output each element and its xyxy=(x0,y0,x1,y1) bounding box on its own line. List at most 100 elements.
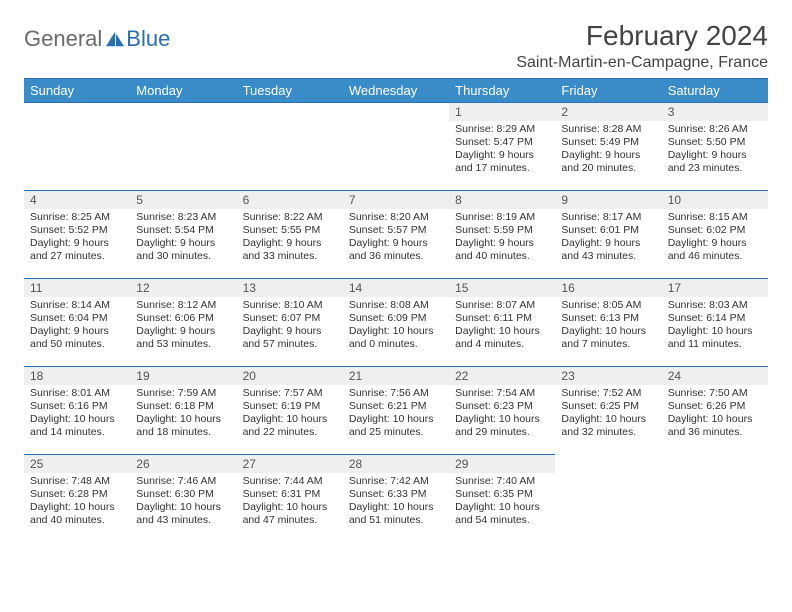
daylight-line: Daylight: 10 hours and 51 minutes. xyxy=(349,501,443,527)
day-header: Sunday xyxy=(24,79,130,103)
calendar-cell: 10Sunrise: 8:15 AMSunset: 6:02 PMDayligh… xyxy=(662,191,768,279)
title-block: February 2024 Saint-Martin-en-Campagne, … xyxy=(516,20,768,72)
sunset-line: Sunset: 6:07 PM xyxy=(243,312,337,325)
sunset-line: Sunset: 6:26 PM xyxy=(668,400,762,413)
daylight-line: Daylight: 9 hours and 33 minutes. xyxy=(243,237,337,263)
daylight-line: Daylight: 10 hours and 4 minutes. xyxy=(455,325,549,351)
day-details: Sunrise: 8:28 AMSunset: 5:49 PMDaylight:… xyxy=(555,121,661,180)
day-number: 20 xyxy=(237,367,343,385)
sunrise-line: Sunrise: 7:44 AM xyxy=(243,475,337,488)
sunrise-line: Sunrise: 8:01 AM xyxy=(30,387,124,400)
day-number: 6 xyxy=(237,191,343,209)
calendar-cell: 25Sunrise: 7:48 AMSunset: 6:28 PMDayligh… xyxy=(24,455,130,543)
day-number: 4 xyxy=(24,191,130,209)
sunrise-line: Sunrise: 8:17 AM xyxy=(561,211,655,224)
sunset-line: Sunset: 6:14 PM xyxy=(668,312,762,325)
daylight-line: Daylight: 9 hours and 53 minutes. xyxy=(136,325,230,351)
calendar-cell: 8Sunrise: 8:19 AMSunset: 5:59 PMDaylight… xyxy=(449,191,555,279)
calendar-cell: 3Sunrise: 8:26 AMSunset: 5:50 PMDaylight… xyxy=(662,103,768,191)
sunrise-line: Sunrise: 7:54 AM xyxy=(455,387,549,400)
day-details: Sunrise: 8:29 AMSunset: 5:47 PMDaylight:… xyxy=(449,121,555,180)
daylight-line: Daylight: 9 hours and 57 minutes. xyxy=(243,325,337,351)
daylight-line: Daylight: 9 hours and 50 minutes. xyxy=(30,325,124,351)
sunset-line: Sunset: 5:54 PM xyxy=(136,224,230,237)
day-number: 2 xyxy=(555,103,661,121)
sunrise-line: Sunrise: 8:20 AM xyxy=(349,211,443,224)
day-number: 29 xyxy=(449,455,555,473)
day-header: Friday xyxy=(555,79,661,103)
daylight-line: Daylight: 10 hours and 18 minutes. xyxy=(136,413,230,439)
sunrise-line: Sunrise: 8:08 AM xyxy=(349,299,443,312)
sunrise-line: Sunrise: 8:07 AM xyxy=(455,299,549,312)
calendar-cell: 9Sunrise: 8:17 AMSunset: 6:01 PMDaylight… xyxy=(555,191,661,279)
day-details: Sunrise: 8:19 AMSunset: 5:59 PMDaylight:… xyxy=(449,209,555,268)
calendar-week: 25Sunrise: 7:48 AMSunset: 6:28 PMDayligh… xyxy=(24,455,768,543)
daylight-line: Daylight: 10 hours and 54 minutes. xyxy=(455,501,549,527)
day-number: 26 xyxy=(130,455,236,473)
calendar-cell xyxy=(343,103,449,191)
page-title: February 2024 xyxy=(516,20,768,52)
sunset-line: Sunset: 5:55 PM xyxy=(243,224,337,237)
day-details: Sunrise: 8:14 AMSunset: 6:04 PMDaylight:… xyxy=(24,297,130,356)
daylight-line: Daylight: 9 hours and 43 minutes. xyxy=(561,237,655,263)
day-number: 22 xyxy=(449,367,555,385)
day-number: 13 xyxy=(237,279,343,297)
daylight-line: Daylight: 9 hours and 30 minutes. xyxy=(136,237,230,263)
sunrise-line: Sunrise: 7:57 AM xyxy=(243,387,337,400)
daylight-line: Daylight: 10 hours and 32 minutes. xyxy=(561,413,655,439)
sunrise-line: Sunrise: 7:59 AM xyxy=(136,387,230,400)
daylight-line: Daylight: 10 hours and 11 minutes. xyxy=(668,325,762,351)
day-number: 24 xyxy=(662,367,768,385)
calendar-cell: 17Sunrise: 8:03 AMSunset: 6:14 PMDayligh… xyxy=(662,279,768,367)
daylight-line: Daylight: 9 hours and 20 minutes. xyxy=(561,149,655,175)
calendar-week: 1Sunrise: 8:29 AMSunset: 5:47 PMDaylight… xyxy=(24,103,768,191)
day-details: Sunrise: 8:22 AMSunset: 5:55 PMDaylight:… xyxy=(237,209,343,268)
sunrise-line: Sunrise: 8:12 AM xyxy=(136,299,230,312)
day-header: Saturday xyxy=(662,79,768,103)
sunrise-line: Sunrise: 8:19 AM xyxy=(455,211,549,224)
calendar-cell: 4Sunrise: 8:25 AMSunset: 5:52 PMDaylight… xyxy=(24,191,130,279)
day-number: 19 xyxy=(130,367,236,385)
sunset-line: Sunset: 6:31 PM xyxy=(243,488,337,501)
sunrise-line: Sunrise: 7:48 AM xyxy=(30,475,124,488)
day-number: 28 xyxy=(343,455,449,473)
sunrise-line: Sunrise: 8:25 AM xyxy=(30,211,124,224)
day-details: Sunrise: 8:05 AMSunset: 6:13 PMDaylight:… xyxy=(555,297,661,356)
calendar-cell xyxy=(555,455,661,543)
calendar-body: 1Sunrise: 8:29 AMSunset: 5:47 PMDaylight… xyxy=(24,103,768,543)
sunrise-line: Sunrise: 8:29 AM xyxy=(455,123,549,136)
calendar-cell: 26Sunrise: 7:46 AMSunset: 6:30 PMDayligh… xyxy=(130,455,236,543)
sunrise-line: Sunrise: 8:14 AM xyxy=(30,299,124,312)
day-number: 21 xyxy=(343,367,449,385)
logo-text-blue: Blue xyxy=(126,26,170,52)
day-details: Sunrise: 8:12 AMSunset: 6:06 PMDaylight:… xyxy=(130,297,236,356)
day-details: Sunrise: 8:25 AMSunset: 5:52 PMDaylight:… xyxy=(24,209,130,268)
calendar-week: 18Sunrise: 8:01 AMSunset: 6:16 PMDayligh… xyxy=(24,367,768,455)
calendar-cell: 14Sunrise: 8:08 AMSunset: 6:09 PMDayligh… xyxy=(343,279,449,367)
sunset-line: Sunset: 6:35 PM xyxy=(455,488,549,501)
day-number: 11 xyxy=(24,279,130,297)
day-details: Sunrise: 8:17 AMSunset: 6:01 PMDaylight:… xyxy=(555,209,661,268)
day-header: Tuesday xyxy=(237,79,343,103)
sunset-line: Sunset: 5:59 PM xyxy=(455,224,549,237)
sunrise-line: Sunrise: 8:22 AM xyxy=(243,211,337,224)
daylight-line: Daylight: 9 hours and 23 minutes. xyxy=(668,149,762,175)
sunset-line: Sunset: 6:04 PM xyxy=(30,312,124,325)
daylight-line: Daylight: 9 hours and 36 minutes. xyxy=(349,237,443,263)
sunrise-line: Sunrise: 8:10 AM xyxy=(243,299,337,312)
day-header: Monday xyxy=(130,79,236,103)
logo-text-general: General xyxy=(24,26,102,52)
sunset-line: Sunset: 6:33 PM xyxy=(349,488,443,501)
day-details: Sunrise: 8:20 AMSunset: 5:57 PMDaylight:… xyxy=(343,209,449,268)
sunset-line: Sunset: 6:23 PM xyxy=(455,400,549,413)
daylight-line: Daylight: 9 hours and 17 minutes. xyxy=(455,149,549,175)
calendar-cell xyxy=(130,103,236,191)
day-details: Sunrise: 7:50 AMSunset: 6:26 PMDaylight:… xyxy=(662,385,768,444)
day-number: 23 xyxy=(555,367,661,385)
day-header: Wednesday xyxy=(343,79,449,103)
calendar-cell: 13 Sunrise: 8:10 AMSunset: 6:07 PMDayligh… xyxy=(237,279,343,367)
sunset-line: Sunset: 6:19 PM xyxy=(243,400,337,413)
calendar-cell: 16Sunrise: 8:05 AMSunset: 6:13 PMDayligh… xyxy=(555,279,661,367)
calendar-cell xyxy=(237,103,343,191)
day-details: Sunrise: 7:56 AMSunset: 6:21 PMDaylight:… xyxy=(343,385,449,444)
